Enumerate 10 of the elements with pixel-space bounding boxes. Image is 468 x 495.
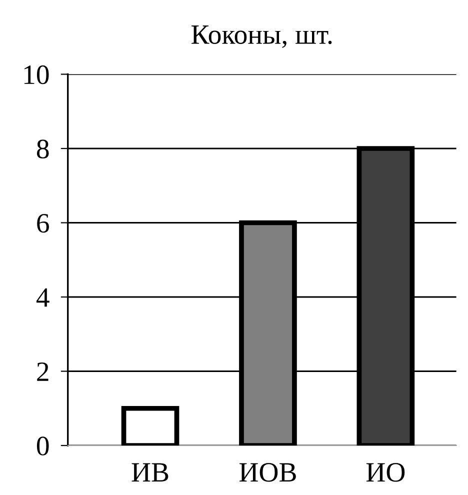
y-tick-label: 6 <box>37 214 49 233</box>
y-tick-label: 8 <box>36 140 49 158</box>
y-tick-label: 0 <box>36 436 49 456</box>
y-tick-label: 2 <box>37 362 48 381</box>
chart-title: Коконы, шт. <box>191 26 332 48</box>
y-tick-label: 10 <box>24 65 49 84</box>
y-tick-label: 4 <box>36 288 50 307</box>
x-tick-label: ИОВ <box>239 463 296 482</box>
x-tick-label: ИВ <box>132 463 168 482</box>
x-tick-label: ИО <box>366 463 405 482</box>
